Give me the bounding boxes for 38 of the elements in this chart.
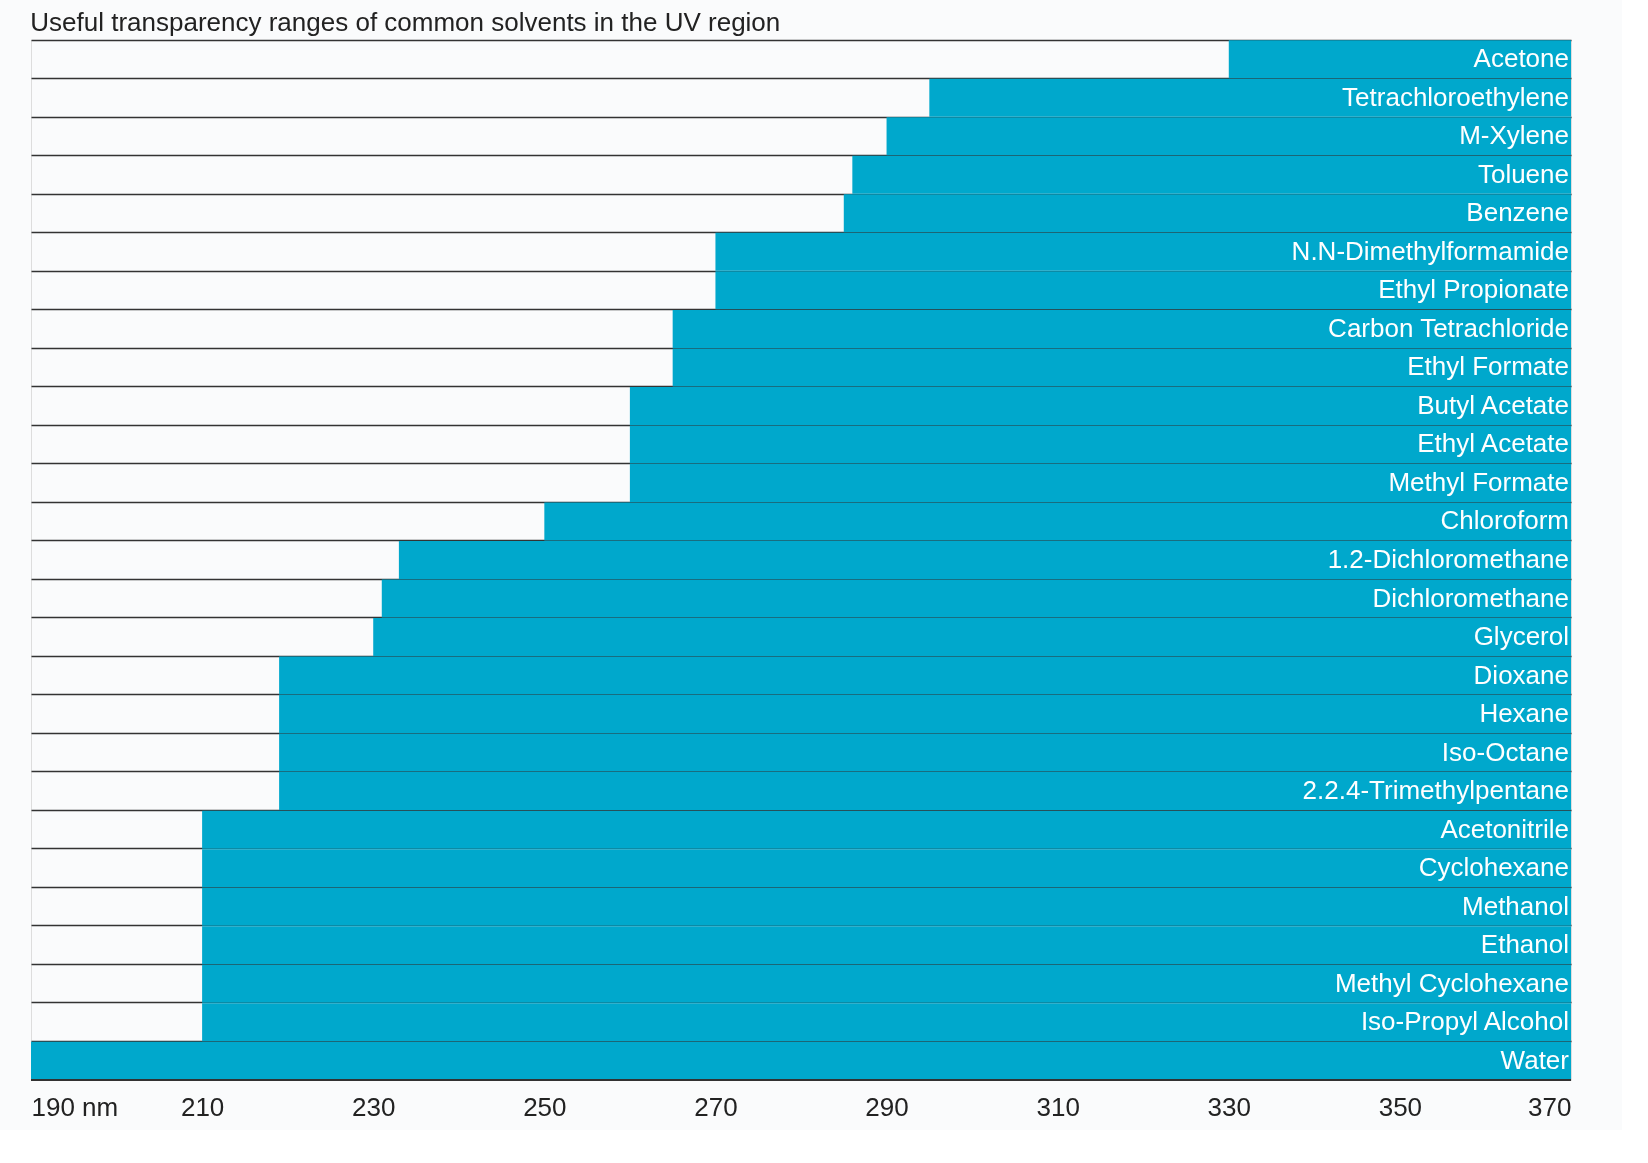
x-tick-label: 310 [1036,1091,1080,1122]
y-tick-label: Tetrachloroethylene [1342,81,1569,112]
x-tick-label: 210 [180,1091,225,1122]
y-tick-label: Iso-Propyl Alcohol [1360,1006,1569,1037]
chart-title: Useful transparency ranges of common solvents in the UV region [30,7,781,37]
y-tick-label: Ethyl Propionate [1378,274,1569,305]
x-tick-label: 250 [523,1091,567,1122]
y-tick-label: Dichloromethane [1372,582,1569,613]
y-tick-label: Toluene [1477,158,1569,189]
x-tick-label: 270 [694,1091,738,1122]
y-tick-label: Dioxane [1473,659,1569,690]
y-tick-label: N.N-Dimethylformamide [1291,235,1569,266]
y-tick-label: Ethyl Formate [1407,351,1569,382]
x-tick-label: 290 [865,1091,909,1122]
y-tick-label: Chloroform [1440,505,1569,536]
y-tick-label: Water [1500,1044,1570,1075]
x-tick-label: 370 [1528,1091,1572,1122]
y-tick-label: Methanol [1462,890,1569,921]
y-tick-label: Methyl Formate [1388,466,1569,497]
x-tick-label: 190 nm [31,1091,119,1122]
y-tick-label: Methyl Cyclohexane [1334,967,1569,998]
y-tick-label: Iso-Octane [1441,736,1569,767]
y-tick-label: Glycerol [1473,621,1569,652]
y-tick-label: 1.2-Dichloromethane [1327,544,1569,574]
x-tick-label: 350 [1378,1091,1423,1122]
y-tick-label: 2.2.4-Trimethylpentane [1302,775,1569,806]
y-tick-label: M-Xylene [1459,120,1569,151]
y-tick-label: Hexane [1479,698,1569,729]
y-tick-label: Acetonitrile [1440,813,1569,844]
y-tick-label: Butyl Acetate [1417,389,1569,420]
y-tick-label: Benzene [1466,197,1569,228]
y-tick-label: Cyclohexane [1418,852,1569,883]
y-tick-label: Carbon Tetrachloride [1328,312,1569,343]
y-tick-label: Ethanol [1480,929,1569,960]
y-tick-label: Ethyl Acetate [1417,428,1569,459]
y-tick-label: Acetone [1473,43,1569,74]
x-tick-label: 330 [1207,1091,1251,1122]
x-tick-label: 230 [352,1091,396,1122]
